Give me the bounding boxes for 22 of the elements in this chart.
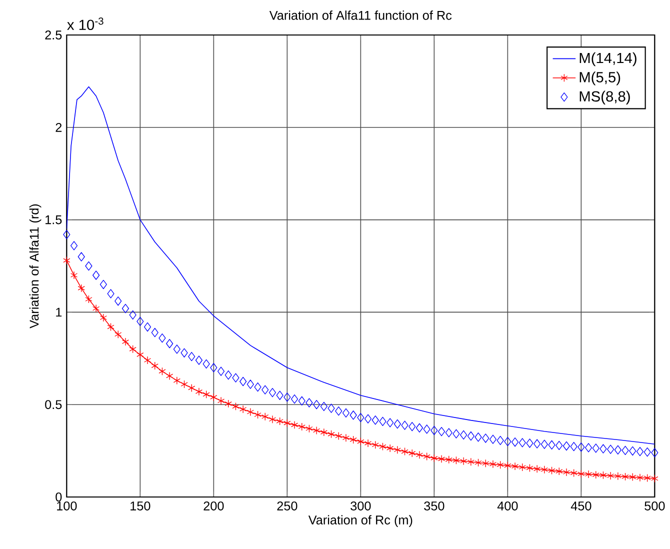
x-tick-label: 400 xyxy=(497,501,518,510)
y-tick-label: 0.5 xyxy=(45,400,62,410)
legend-label: MS(8,8) xyxy=(580,90,630,104)
legend-label: M(14,14) xyxy=(580,52,636,66)
y-axis-title: Variation of Alfa11 (rd) xyxy=(29,204,42,328)
x-tick-label: 500 xyxy=(644,501,665,510)
y-tick-label: 1 xyxy=(56,308,62,317)
x-tick-label: 100 xyxy=(57,501,77,510)
legend-label: M(5,5) xyxy=(580,72,620,86)
y-tick-label: 0 xyxy=(56,492,62,502)
y-tick-label: 2.5 xyxy=(45,30,62,40)
y-tick-label: 2 xyxy=(56,122,62,132)
x-tick-label: 150 xyxy=(130,501,150,510)
y-tick-label: 1.5 xyxy=(46,215,62,224)
chart-title: Variation of Alfa11 function of Rc xyxy=(269,10,452,20)
x-axis-title: Variation of Rc (m) xyxy=(308,515,412,527)
x-tick-label: 450 xyxy=(570,501,592,510)
x-tick-label: 300 xyxy=(350,501,371,510)
text: x 10$^{-3}$ xyxy=(67,17,104,30)
x-tick-label: 200 xyxy=(204,501,224,510)
x-tick-label: 350 xyxy=(424,501,444,510)
x-tick-label: 250 xyxy=(277,501,298,510)
